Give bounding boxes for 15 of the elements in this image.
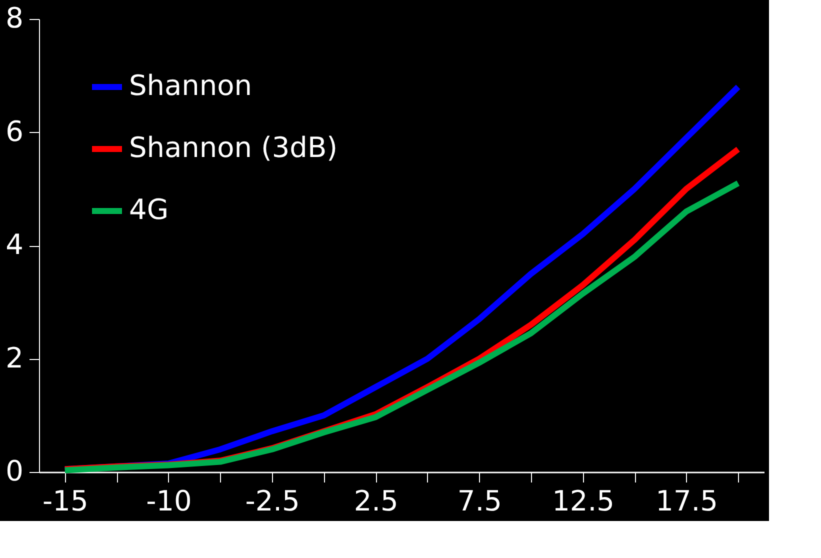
x-tick-label: 7.5: [457, 484, 502, 518]
x-tick-label: -15: [42, 484, 88, 518]
x-tick-label: 17.5: [656, 484, 718, 518]
legend-label: Shannon: [129, 69, 252, 102]
x-tick-label: -10: [146, 484, 192, 518]
legend-label: Shannon (3dB): [129, 131, 338, 164]
y-tick-label: 0: [6, 454, 24, 488]
legend-label: 4G: [129, 193, 169, 226]
y-tick-label: 2: [6, 341, 24, 374]
y-tick-label: 6: [6, 114, 24, 148]
x-tick-label: 2.5: [354, 484, 398, 518]
y-tick-label: 4: [6, 228, 24, 261]
x-tick-label: -2.5: [245, 484, 300, 518]
y-tick-label: 8: [6, 2, 24, 34]
x-tick-label: 12.5: [552, 484, 614, 518]
